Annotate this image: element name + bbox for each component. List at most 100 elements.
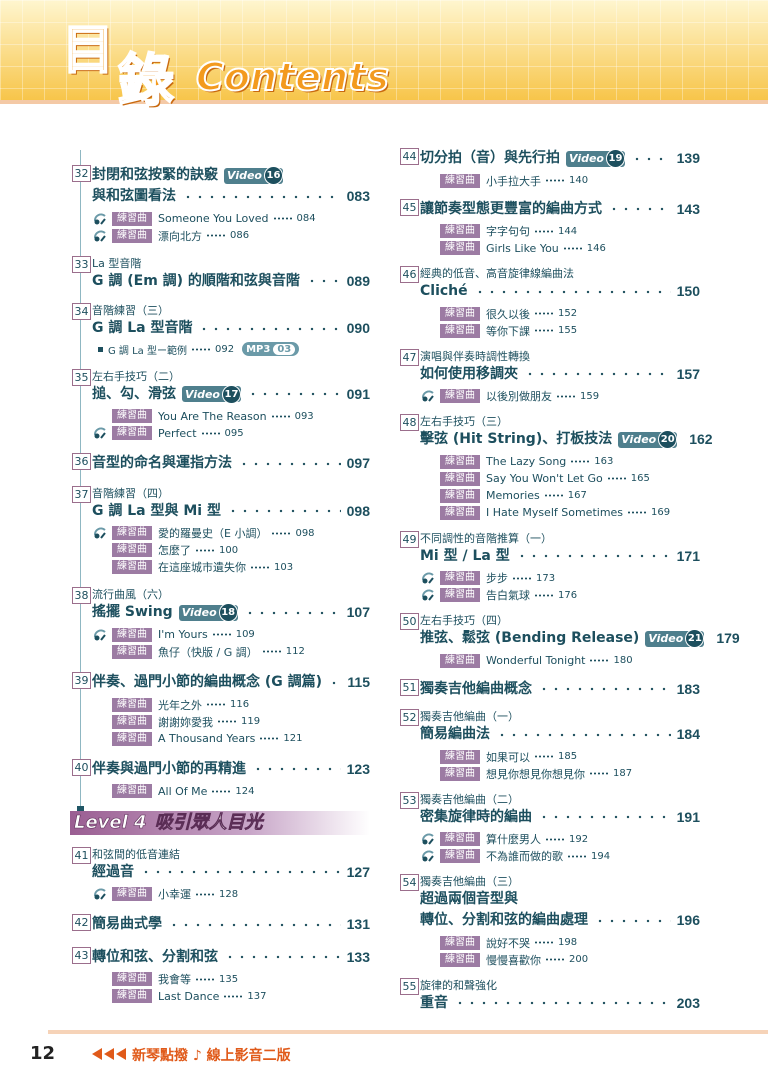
mp3-number: 03 — [273, 343, 296, 355]
toc-entry: 42 簡易曲式學 131 — [72, 914, 370, 935]
chapter-title-line: G 調 (Em 調) 的順階和弦與音階 089 — [92, 271, 370, 292]
dot-leader — [224, 955, 341, 960]
practice-page: 169 — [651, 507, 671, 519]
audio-spacer — [420, 936, 440, 950]
practice-title: 不為誰而做的歌 — [486, 850, 563, 864]
dot-leader — [589, 772, 609, 776]
footer-arrows — [92, 1048, 126, 1060]
practice-tag: 練習曲 — [440, 505, 480, 520]
practice-title: 光年之外 — [158, 698, 202, 712]
practice-page: 152 — [558, 308, 578, 320]
chapter-page: 131 — [346, 916, 370, 933]
practice-title: You Are The Reason — [158, 409, 267, 423]
dot-leader — [226, 509, 341, 514]
audio-spacer — [92, 560, 112, 574]
video-number: 21 — [685, 629, 705, 649]
chapter-page: 083 — [346, 188, 370, 204]
dot-leader — [606, 477, 627, 481]
practice-item: 練習曲 謝謝妳愛我 119 — [92, 713, 370, 730]
chapter-title-line: 伴奏與過門小節的再精進 123 — [92, 759, 370, 780]
chapter-page: 107 — [346, 604, 370, 621]
toc-entry: 53 獨奏吉他編曲（二） 密集旋律時的編曲 191 練習曲 算什麼男人 192 練習曲 不為誰而… — [400, 791, 700, 865]
practice-page: 128 — [219, 888, 239, 900]
dot-leader — [570, 460, 591, 464]
practice-tag: 練習曲 — [440, 749, 480, 764]
chapter-title-line: 超過兩個音型與 — [420, 889, 700, 910]
practice-page: 098 — [295, 527, 315, 539]
audio-spacer — [92, 409, 112, 423]
chapter-title-line: 重音 203 — [420, 993, 700, 1014]
toc-entry: 37 音階練習（四） G 調 La 型與 Mi 型 098 練習曲 愛的羅曼史（E 小調）… — [72, 485, 370, 576]
practice-tag: 練習曲 — [112, 543, 152, 558]
practice-tag: 練習曲 — [440, 653, 480, 668]
practice-title: 慢慢喜歡你 — [486, 953, 541, 967]
practice-page: 095 — [224, 427, 244, 439]
chapter-title: 經過音 — [92, 863, 134, 880]
practice-item: 練習曲 算什麼男人 192 — [420, 831, 700, 848]
title-char: 目 — [61, 20, 115, 82]
audio-spacer — [92, 732, 112, 746]
chapter-title: 重音 — [420, 994, 448, 1011]
practice-page: 173 — [536, 572, 556, 584]
practice-tag: 練習曲 — [112, 409, 152, 424]
column-rule-end — [77, 806, 84, 813]
practice-page: 167 — [567, 490, 587, 502]
chapter-subtitle: 獨奏吉他編曲（一） — [420, 710, 519, 724]
practice-list: 練習曲 說好不哭 198 練習曲 慢慢喜歡你 200 — [420, 934, 700, 968]
toc-entry: 39 伴奏、過門小節的編曲概念 (G 調篇) 115 練習曲 光年之外 116 練習曲 謝謝妳… — [72, 672, 370, 747]
chapter-subtitle: 獨奏吉他編曲（三） — [420, 875, 519, 889]
audio-icon — [422, 833, 434, 845]
practice-item: 練習曲 Wonderful Tonight 180 — [420, 652, 700, 669]
practice-page: 146 — [586, 242, 606, 254]
chapter-title: 伴奏、過門小節的編曲概念 (G 調篇) — [92, 674, 323, 691]
video-number: 20 — [658, 430, 678, 450]
practice-list: 練習曲 I'm Yours 109 練習曲 魚仔（快版 / G 調） 112 — [92, 626, 370, 660]
dot-leader — [211, 633, 232, 637]
toc-entry: 52 獨奏吉他編曲（一） 簡易編曲法 184 練習曲 如果可以 185 練習曲 想見你想見你想見… — [400, 709, 700, 782]
practice-tag: 練習曲 — [112, 228, 152, 243]
practice-item: 練習曲 以後別做朋友 159 — [420, 388, 700, 405]
practice-item: 練習曲 愛的羅曼史（E 小調） 098 — [92, 525, 370, 542]
dot-leader — [534, 941, 554, 945]
dot-leader — [190, 347, 211, 351]
practice-title: 我會等 — [158, 973, 191, 987]
practice-item: 練習曲 Say You Won't Let Go 165 — [420, 470, 700, 487]
audio-icon — [94, 213, 106, 225]
audio-spacer — [420, 224, 440, 238]
practice-tag: 練習曲 — [112, 972, 152, 987]
chapter-title: 如何使用移調夾 — [420, 365, 518, 382]
mp3-label: MP3 — [246, 343, 271, 355]
practice-tag: 練習曲 — [440, 306, 480, 321]
chapter-title-line: 讓節奏型態更豐富的編曲方式 143 — [420, 199, 700, 220]
audio-icon — [94, 427, 106, 439]
chapter-page: 127 — [346, 863, 370, 880]
video-label: Video — [181, 606, 217, 620]
dot-leader — [515, 554, 671, 559]
dot-leader — [270, 414, 291, 418]
toc-entry: 40 伴奏與過門小節的再精進 123 練習曲 All Of Me 124 — [72, 758, 370, 800]
practice-list: 練習曲 Wonderful Tonight 180 — [420, 652, 700, 669]
toc-entry: 55 旋律的和聲強化 重音 203 — [400, 977, 700, 1014]
practice-item: 練習曲 Memories 167 — [420, 487, 700, 504]
chapter-page: 139 — [676, 150, 700, 166]
practice-list: 練習曲 步步 173 練習曲 告白氣球 176 — [420, 570, 700, 604]
practice-title: 算什麼男人 — [486, 833, 541, 847]
dot-leader — [271, 531, 292, 535]
practice-title: 很久以後 — [486, 307, 530, 321]
chapter-title: 簡易曲式學 — [92, 916, 162, 933]
practice-page: 086 — [230, 230, 250, 241]
chapter-number: 40 — [72, 758, 91, 776]
header-band — [0, 0, 768, 100]
practice-page: 121 — [283, 733, 303, 745]
level-theme: 吸引眾人目光 — [154, 812, 263, 834]
practice-title: 愛的羅曼史（E 小調） — [158, 527, 268, 541]
chapter-page: 091 — [346, 385, 370, 402]
audio-spacer — [420, 750, 440, 764]
chapter-title: 超過兩個音型與 — [420, 891, 518, 908]
practice-tag: 練習曲 — [112, 784, 152, 799]
practice-item: 練習曲 Girls Like You 146 — [420, 240, 700, 257]
practice-title: The Lazy Song — [486, 455, 567, 469]
chapter-title-line: 簡易編曲法 184 — [420, 724, 700, 745]
chapter-title: Cliché — [420, 283, 468, 300]
chapter-subtitle: 流行曲風（六） — [92, 588, 169, 602]
